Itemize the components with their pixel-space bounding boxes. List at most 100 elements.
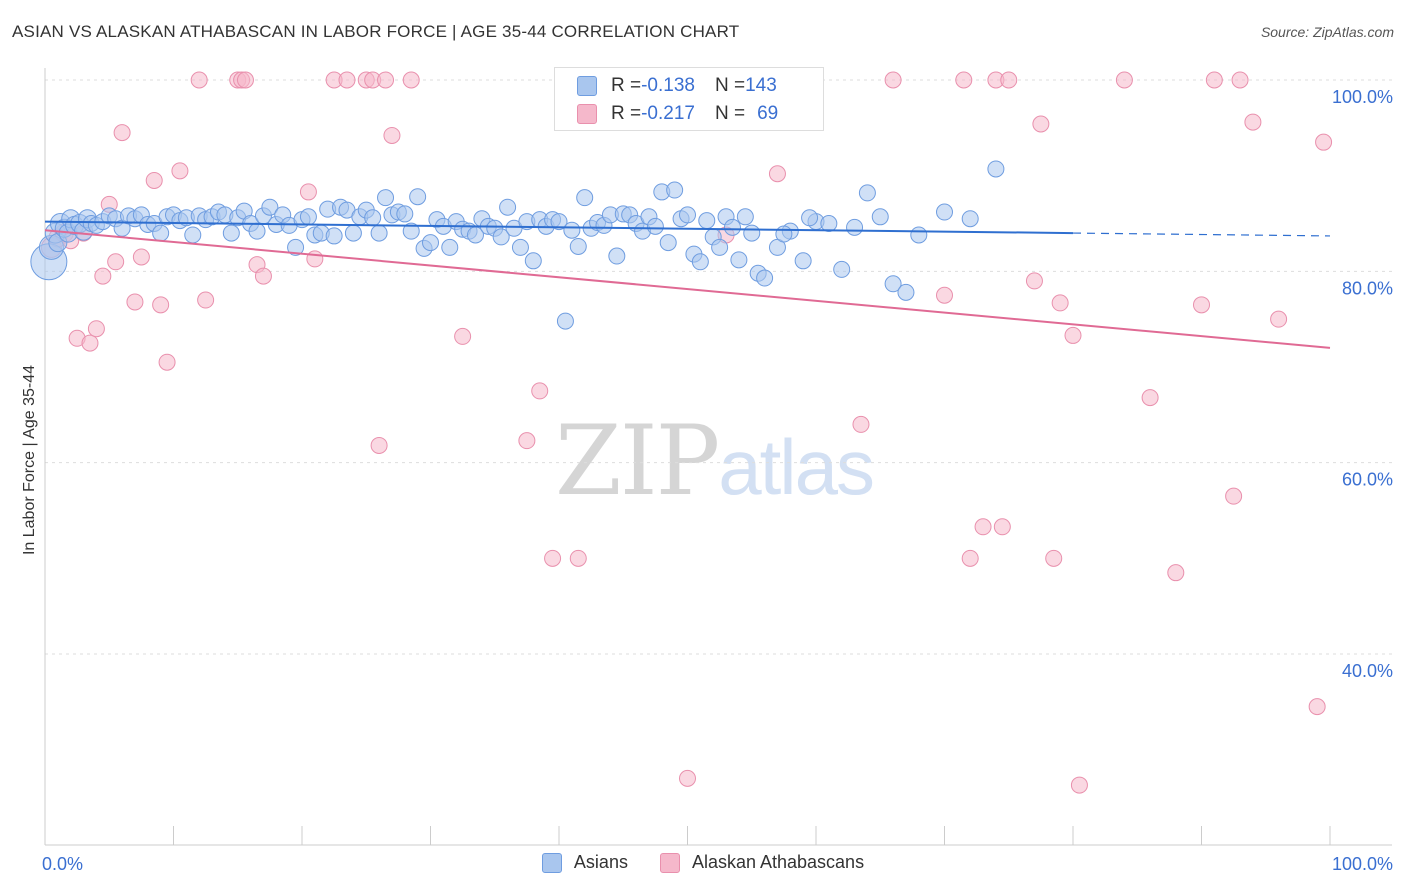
alaskan-point-57 — [1064, 326, 1082, 344]
alaskan-point-47 — [955, 71, 973, 89]
alaskan-point-64 — [1225, 487, 1243, 505]
asian-point-125 — [858, 184, 876, 202]
alaskan-point-52 — [1000, 71, 1018, 89]
alaskan-point-51 — [993, 518, 1011, 536]
asian-point-57 — [370, 224, 388, 242]
asian-point-123 — [833, 260, 851, 278]
legend-label-alaskan: Alaskan Athabascans — [691, 852, 865, 872]
series-legend: Asians Alaskan Athabascans — [0, 852, 1406, 873]
r-value-alaskan: -0.217 — [641, 103, 695, 124]
asian-point-100 — [646, 217, 664, 235]
alaskan-point-48 — [961, 549, 979, 567]
n-label: N = — [714, 75, 746, 96]
asian-point-61 — [396, 205, 414, 223]
asian-point-105 — [679, 206, 696, 224]
asian-point-77 — [499, 198, 517, 216]
alaskan-point-58 — [1070, 776, 1088, 794]
asian-point-131 — [961, 210, 979, 228]
asian-point-50 — [325, 227, 343, 245]
asian-point-126 — [871, 208, 889, 226]
source-attribution: Source: ZipAtlas.com — [1260, 24, 1394, 40]
alaskan-point-12 — [126, 293, 144, 311]
alaskan-point-11 — [113, 124, 131, 142]
alaskan-point-6 — [81, 334, 99, 352]
alaskan-point-17 — [171, 162, 189, 180]
asians-trend-line — [44, 220, 1074, 235]
asian-point-46 — [299, 208, 317, 226]
y-tick-label-60: 60.0% — [1342, 470, 1393, 490]
alaskan-point-18 — [190, 71, 208, 89]
x-tick-label-0: 0.0% — [42, 854, 83, 874]
asian-point-68 — [441, 238, 459, 256]
asian-point-44 — [287, 238, 305, 256]
asian-point-114 — [736, 208, 754, 226]
asian-point-117 — [756, 269, 774, 287]
legend-item-asians[interactable]: Asians — [541, 852, 628, 873]
alaskan-point-34 — [402, 71, 420, 89]
asian-point-94 — [608, 247, 626, 265]
alaskan-point-26 — [306, 250, 324, 268]
stats-row-alaskan: R = -0.217 N = 69 — [577, 100, 778, 128]
stats-legend: R = -0.138 N = 143 R = -0.217 N = 69 — [554, 67, 824, 131]
alaskan-point-25 — [299, 183, 317, 201]
alaskan-point-8 — [94, 267, 112, 285]
asian-point-113 — [730, 251, 748, 269]
asian-point-65 — [422, 234, 439, 252]
alaskan-point-28 — [338, 71, 356, 89]
alaskan-point-55 — [1045, 549, 1063, 567]
alaskan-point-10 — [107, 253, 125, 271]
asian-point-107 — [691, 253, 709, 271]
y-tick-label-100: 100.0% — [1332, 87, 1393, 107]
alaskan-point-66 — [1244, 113, 1262, 131]
alaskan-point-16 — [158, 353, 176, 371]
legend-label-asians: Asians — [573, 852, 628, 872]
alaskan-point-32 — [377, 71, 395, 89]
alaskan-point-69 — [1315, 133, 1333, 151]
asian-point-79 — [511, 238, 529, 256]
alaskan-point-15 — [152, 296, 170, 314]
alaskan-point-33 — [383, 126, 401, 144]
alaskan-point-54 — [1032, 115, 1050, 133]
legend-item-alaskan[interactable]: Alaskan Athabascans — [659, 852, 865, 873]
asians-swatch — [577, 76, 597, 96]
asian-point-88 — [569, 237, 587, 255]
x-tick-label-100: 100.0% — [1332, 854, 1393, 874]
chart-title: ASIAN VS ALASKAN ATHABASCAN IN LABOR FOR… — [12, 22, 740, 41]
alaskan-point-14 — [145, 171, 163, 189]
alaskan-point-36 — [518, 432, 536, 450]
asian-point-58 — [377, 189, 395, 207]
asian-point-38 — [248, 222, 266, 240]
n-value-alaskan: 69 — [757, 103, 779, 124]
r-label: R = — [611, 103, 642, 124]
alaskan-swatch — [577, 104, 597, 124]
alaskan-point-60 — [1141, 389, 1159, 407]
asian-point-134 — [775, 225, 793, 243]
alaskan-point-67 — [1270, 310, 1288, 328]
asian-point-129 — [910, 226, 928, 244]
asian-point-28 — [184, 226, 202, 244]
asian-point-124 — [846, 218, 864, 236]
alaskan-point-24 — [254, 267, 272, 285]
n-value-asians: 143 — [745, 75, 777, 96]
asian-point-115 — [743, 224, 761, 242]
alaskan-point-46 — [936, 286, 953, 304]
asian-point-34 — [222, 224, 240, 242]
asian-point-110 — [711, 238, 729, 256]
asian-point-81 — [524, 252, 542, 270]
asian-point-128 — [897, 283, 915, 301]
alaskan-point-65 — [1231, 71, 1249, 89]
alaskan-point-62 — [1193, 296, 1210, 314]
alaskan-point-49 — [974, 518, 992, 536]
asian-point-89 — [576, 189, 594, 207]
alaskan-point-61 — [1167, 564, 1185, 582]
asian-point-133 — [801, 209, 819, 227]
asian-point-86 — [556, 312, 574, 330]
alaskan-point-22 — [236, 71, 254, 89]
asian-point-122 — [820, 215, 838, 232]
asian-point-40 — [261, 198, 279, 216]
alaskan-trend-line — [44, 229, 1331, 349]
alaskan-point-19 — [197, 291, 215, 309]
alaskan-point-44 — [852, 415, 870, 433]
asian-point-120 — [794, 252, 812, 270]
asian-point-87 — [563, 221, 581, 239]
